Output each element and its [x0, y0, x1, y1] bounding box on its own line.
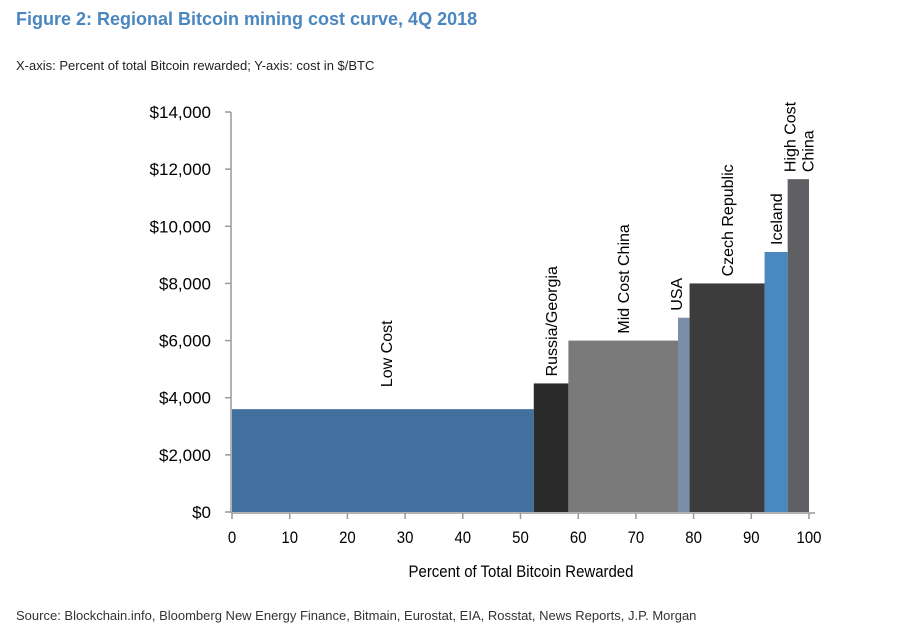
x-tick-label: 0 — [228, 529, 236, 547]
bar-label-low-cost: Low Cost — [379, 320, 396, 387]
bar-low-cost — [232, 409, 534, 512]
source-note: Source: Blockchain.info, Bloomberg New E… — [16, 608, 697, 623]
y-tick-label: $4,000 — [159, 389, 211, 408]
bar-label-iceland: Iceland — [769, 193, 786, 245]
x-tick-label: 30 — [397, 529, 414, 547]
bar-label-mid-cost-china: Mid Cost China — [616, 224, 633, 333]
y-tick-label: $0 — [192, 503, 211, 522]
x-tick-label: 70 — [628, 529, 645, 547]
bar-label-high-cost-china: High Cost — [782, 101, 799, 172]
y-tick-label: $10,000 — [150, 217, 211, 236]
bar-labels-group: Low Cost Russia/Georgia Mid Cost China USA C… — [379, 101, 817, 387]
bar-high-cost-china — [787, 179, 809, 512]
y-tick-label: $14,000 — [150, 103, 211, 122]
figure-title: Figure 2: Regional Bitcoin mining cost c… — [16, 9, 478, 29]
bar-label-usa: USA — [669, 277, 686, 310]
bar-usa — [678, 317, 690, 512]
x-tick-label: 10 — [281, 529, 298, 547]
bar-label-russia-georgia: Russia/Georgia — [544, 266, 561, 376]
figure-subtitle: X-axis: Percent of total Bitcoin rewarde… — [16, 58, 375, 73]
bar-label-czech-republic: Czech Republic — [720, 164, 737, 276]
y-tick-label: $8,000 — [159, 274, 211, 293]
x-axis-title: Percent of Total Bitcoin Rewarded — [409, 563, 634, 581]
x-tick-label: 90 — [743, 529, 760, 547]
y-tick-label: $2,000 — [159, 446, 211, 465]
x-tick-label: 80 — [685, 529, 702, 547]
x-tick-label: 100 — [797, 529, 822, 547]
bar-label-high-cost-china: China — [800, 130, 817, 172]
bar-mid-cost-china — [568, 340, 679, 512]
axes-group: $0 $2,000 $4,000 $6,000 $8,000 $10,000 $12,000… — [150, 103, 822, 547]
x-tick-label: 50 — [512, 529, 529, 547]
bar-iceland — [764, 252, 788, 512]
x-tick-label: 60 — [570, 529, 587, 547]
bar-russia-georgia — [533, 383, 569, 512]
y-tick-label: $6,000 — [159, 332, 211, 351]
bar-czech-republic — [689, 283, 765, 512]
bars-group — [232, 179, 809, 512]
x-tick-label: 20 — [339, 529, 356, 547]
y-tick-label: $12,000 — [150, 160, 211, 179]
x-tick-label: 40 — [454, 529, 471, 547]
